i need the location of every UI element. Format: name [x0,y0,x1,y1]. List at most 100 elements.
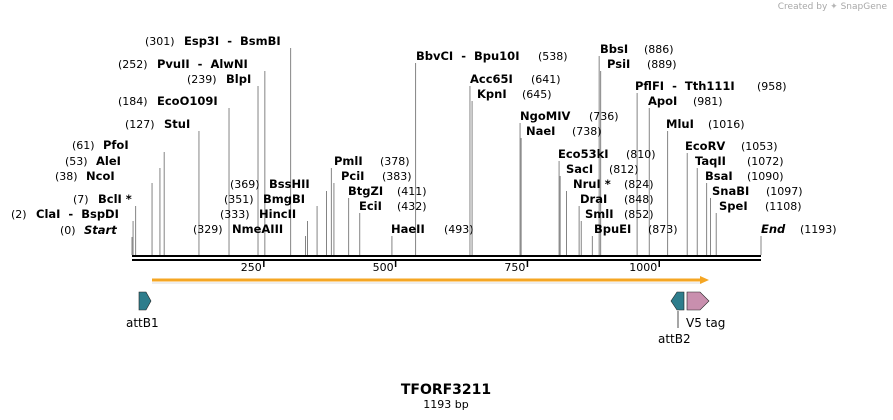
site-position-esp3i-bsmbi: (301) [145,35,175,48]
site-position-start: (0) [60,224,76,237]
site-name-alei: AleI [96,154,121,168]
site-position-bsai: (1090) [747,170,784,183]
site-name-end: End [761,222,786,236]
site-naei[interactable]: NaeI (738) [526,124,602,138]
site-position-drai: (848) [624,193,654,206]
site-hincii[interactable]: HincII (333) [220,207,296,221]
site-name-apoi: ApoI [648,94,677,108]
attB1-feature[interactable] [138,291,152,311]
site-leader-lines [131,48,762,255]
site-position-alei: (53) [65,155,88,168]
site-pcii[interactable]: PciI (383) [341,169,412,183]
site-name-taqii: TaqII [695,154,726,168]
site-ecoo109i[interactable]: EcoO109I (184) [118,94,218,108]
site-stui[interactable]: StuI (127) [125,117,190,131]
orf-arrow[interactable] [152,276,709,284]
site-position-acc65i: (641) [531,73,561,86]
site-name-bpuei: BpuEI [594,222,631,236]
site-position-nmeaiii: (329) [193,223,223,236]
site-nrui[interactable]: NruI * (824) [573,177,654,191]
site-name-drai: DraI [580,192,607,206]
site-alei[interactable]: AleI (53) [65,154,121,168]
attB2-feature[interactable] [670,291,685,311]
site-position-pvuii-alwni: (252) [118,58,148,71]
site-position-btgzi: (411) [397,185,427,198]
site-bbvci-bpu10i[interactable]: BbvCI - Bpu10I (538) [416,49,568,63]
ruler-tick-label: 750 [504,261,525,274]
v5-tag-label: V5 tag [686,316,725,330]
site-smli[interactable]: SmlI (852) [585,207,654,221]
site-name-haeii: HaeII [391,222,425,236]
site-bmgbi[interactable]: BmgBI (351) [224,192,305,206]
site-haeii[interactable]: HaeII (493) [391,222,474,236]
ruler-tick-label: 500 [373,261,394,274]
credit-prefix: Created by [777,2,828,12]
site-bsai[interactable]: BsaI (1090) [705,169,784,183]
site-apoi[interactable]: ApoI (981) [648,94,723,108]
site-name-blpi: BlpI [226,72,251,86]
snapgene-credit: Created by ✦ SnapGene [778,2,887,12]
site-name-spei: SpeI [719,199,748,213]
site-kpni[interactable]: KpnI (645) [477,87,552,101]
site-name-snabi: SnaBI [712,184,749,198]
site-position-smli: (852) [624,208,654,221]
site-end[interactable]: End (1193) [761,222,837,236]
site-bcli[interactable]: BclI * (7) [73,192,132,206]
site-blpi[interactable]: BlpI (239) [187,72,251,86]
attB1-label: attB1 [126,316,159,330]
map-title: TFORF3211 [401,382,491,398]
site-position-pcii: (383) [382,170,412,183]
site-position-taqii: (1072) [747,155,784,168]
site-position-kpni: (645) [522,88,552,101]
site-snabi[interactable]: SnaBI (1097) [712,184,803,198]
site-name-pvuii-alwni: PvuII - AlwNI [157,57,248,71]
site-btgzi[interactable]: BtgZI (411) [348,184,427,198]
site-position-ecii: (432) [397,200,427,213]
site-clai-bspdi[interactable]: ClaI - BspDI (2) [11,207,119,221]
site-name-saci: SacI [566,162,593,176]
site-position-bbsi: (886) [644,43,674,56]
site-taqii[interactable]: TaqII (1072) [695,154,784,168]
site-psii[interactable]: PsiI (889) [607,57,677,71]
site-position-eco53ki: (810) [626,148,656,161]
site-acc65i[interactable]: Acc65I (641) [470,72,561,86]
site-mlui[interactable]: MluI (1016) [666,117,745,131]
site-bpuei[interactable]: BpuEI (873) [594,222,678,236]
site-pmli[interactable]: PmlI (378) [334,154,410,168]
site-name-mlui: MluI [666,117,694,131]
site-ncoi[interactable]: NcoI (38) [55,169,115,183]
site-name-pfoi: PfoI [103,138,129,152]
site-ecii[interactable]: EciI (432) [359,199,427,213]
site-pflfi-tth111i[interactable]: PflFI - Tth111I (958) [635,79,787,93]
site-position-stui: (127) [125,118,155,131]
site-position-bbvci-bpu10i: (538) [538,50,568,63]
site-pvuii-alwni[interactable]: PvuII - AlwNI (252) [118,57,248,71]
site-start[interactable]: Start (0) [60,223,117,237]
attB2-label: attB2 [658,332,691,346]
site-pfoi[interactable]: PfoI (61) [72,138,129,152]
site-position-ecorv: (1053) [741,140,778,153]
site-name-kpni: KpnI [477,87,507,101]
site-position-clai-bspdi: (2) [11,208,27,221]
site-bsshii[interactable]: BssHII (369) [230,177,310,191]
site-bbsi[interactable]: BbsI (886) [600,42,674,56]
site-eco53ki[interactable]: Eco53kI (810) [558,147,656,161]
site-position-pflfi-tth111i: (958) [757,80,787,93]
site-ecorv[interactable]: EcoRV (1053) [685,139,778,153]
site-saci[interactable]: SacI (812) [566,162,639,176]
site-name-pcii: PciI [341,169,364,183]
restriction-sites: Start (0) ClaI - BspDI (2) BclI * (7) NcoI (38)… [11,34,837,237]
site-nmeaiii[interactable]: NmeAIII (329) [193,222,283,236]
site-name-bsshii: BssHII [269,177,310,191]
site-position-mlui: (1016) [708,118,745,131]
v5-tag-feature[interactable] [686,291,710,311]
site-spei[interactable]: SpeI (1108) [719,199,802,213]
site-position-bsshii: (369) [230,178,260,191]
site-drai[interactable]: DraI (848) [580,192,654,206]
site-position-end: (1193) [800,223,837,236]
site-esp3i-bsmbi[interactable]: Esp3I - BsmBI (301) [145,34,281,48]
site-position-nrui: (824) [624,178,654,191]
site-position-ncoi: (38) [55,170,78,183]
site-ngomiv[interactable]: NgoMIV (736) [520,109,619,123]
site-position-ngomiv: (736) [589,110,619,123]
